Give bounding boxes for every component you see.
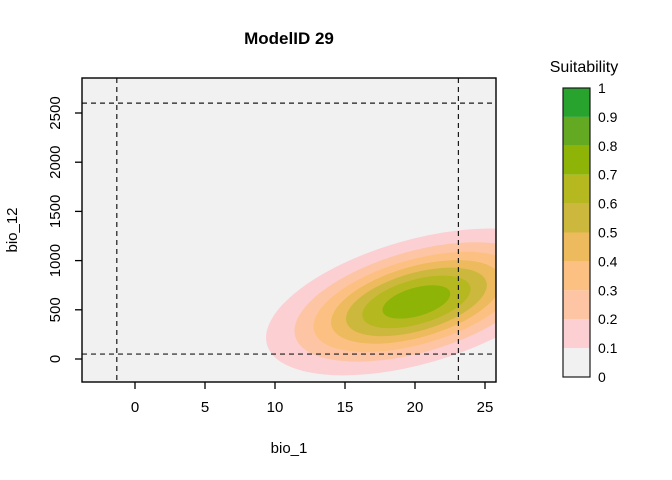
- contour-ring-level-0.7: [382, 285, 451, 319]
- reference-lines: [82, 78, 496, 382]
- panel-border: [81, 77, 497, 383]
- legend-segment-6: [563, 174, 590, 204]
- legend-segment-1: [563, 319, 590, 349]
- y-tick-label: 0: [47, 355, 64, 363]
- x-axis-title: bio_1: [271, 440, 308, 457]
- legend-tick-label: 0.4: [598, 253, 618, 269]
- legend-segment-7: [563, 145, 590, 175]
- legend-colorbar: [563, 88, 590, 377]
- legend-tick-label: 0.8: [598, 138, 618, 154]
- legend-tick-label: 0.9: [598, 109, 618, 125]
- y-tick-label: 1000: [47, 244, 64, 277]
- plot-title: ModelID 29: [244, 29, 334, 48]
- legend-segment-4: [563, 232, 590, 262]
- legend: Suitability 0 0.1 0.2 0.3 0.4 0.5 0.6 0.7 0.8 0.9…: [550, 59, 618, 385]
- y-tick-label: 2500: [47, 96, 64, 129]
- legend-segment-9: [563, 88, 590, 117]
- legend-segment-3: [563, 261, 590, 291]
- legend-segment-2: [563, 290, 590, 320]
- x-tick-label: 0: [131, 399, 139, 416]
- legend-tick-label: 0.2: [598, 311, 618, 327]
- y-axis-title: bio_12: [4, 207, 21, 252]
- legend-tick-label: 0.5: [598, 225, 618, 241]
- contour-ellipses: [266, 228, 496, 376]
- x-tick-label: 5: [201, 399, 209, 416]
- legend-tick-label: 0.1: [598, 340, 618, 356]
- legend-segment-8: [563, 116, 590, 146]
- legend-title: Suitability: [550, 59, 618, 76]
- legend-tick-label: 0.3: [598, 282, 618, 298]
- x-tick-label: 25: [477, 399, 494, 416]
- legend-tick-label: 0.6: [598, 196, 618, 212]
- x-tick-label: 20: [407, 399, 424, 416]
- legend-colorbar-border: [562, 87, 591, 378]
- x-tick-label: 15: [337, 399, 354, 416]
- legend-tick-label: 0.7: [598, 167, 618, 183]
- legend-segment-0: [563, 348, 590, 377]
- y-tick-label: 2000: [47, 146, 64, 179]
- legend-tick-label: 0: [598, 369, 606, 385]
- y-tick-label: 1500: [47, 195, 64, 228]
- x-tick-label: 10: [267, 399, 284, 416]
- legend-labels: 0 0.1 0.2 0.3 0.4 0.5 0.6 0.7 0.8 0.9 1: [598, 80, 618, 385]
- y-tick-label: 500: [47, 297, 64, 322]
- x-axis: 0 5 10 15 20 25: [131, 382, 494, 416]
- legend-segment-5: [563, 203, 590, 233]
- y-axis: 0 500 1000 1500 2000 2500: [47, 96, 82, 363]
- legend-tick-label: 1: [598, 80, 606, 96]
